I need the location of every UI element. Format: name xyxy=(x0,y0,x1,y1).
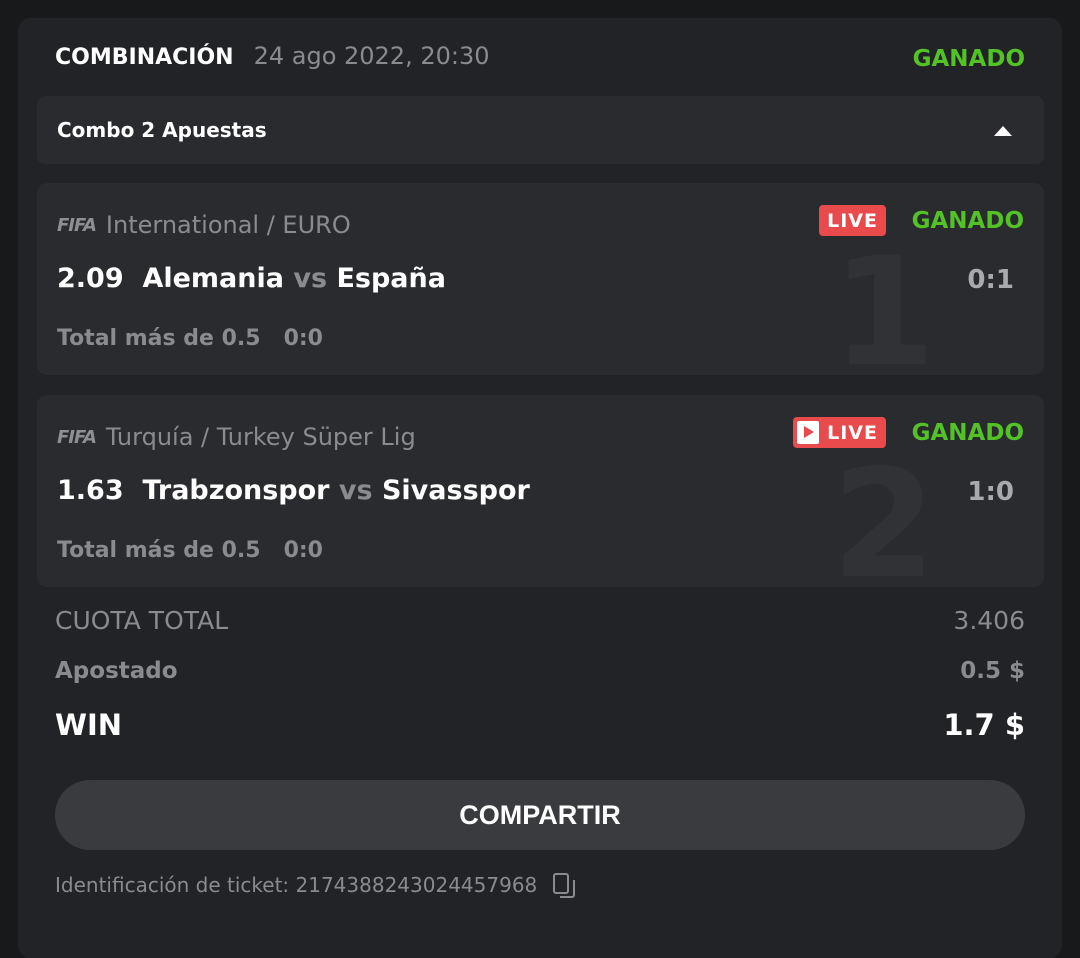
vs-label: vs xyxy=(338,475,373,506)
ticket-header: COMBINACIÓN 24 ago 2022, 20:30 xyxy=(55,42,490,70)
away-team: España xyxy=(336,263,446,294)
stake-row: Apostado 0.5 $ xyxy=(55,658,1025,684)
combo-label: Combo 2 Apuestas xyxy=(57,118,267,142)
market: Total más de 0.5 0:0 xyxy=(57,326,323,351)
play-icon xyxy=(797,421,820,444)
league-name: Turquía / Turkey Süper Lig xyxy=(105,423,416,451)
total-odds-label: CUOTA TOTAL xyxy=(55,606,229,635)
league-row: FIFA Turquía / Turkey Süper Lig xyxy=(57,423,416,451)
ticket-id-text: Identificación de ticket: 21743882430244… xyxy=(55,873,538,897)
bet-item: 1 FIFA International / EURO LIVE GANADO … xyxy=(37,183,1044,375)
odds: 1.63 xyxy=(57,475,124,506)
live-label: LIVE xyxy=(827,209,878,232)
live-stream-badge[interactable]: LIVE xyxy=(793,417,886,448)
bet-date: 24 ago 2022, 20:30 xyxy=(253,42,490,70)
live-label: LIVE xyxy=(827,421,878,444)
match: 2.09 Alemania vs España xyxy=(57,263,446,294)
combo-toggle[interactable]: Combo 2 Apuestas xyxy=(37,96,1044,164)
bet-index: 1 xyxy=(831,251,936,375)
copy-icon[interactable] xyxy=(553,873,576,898)
home-team: Alemania xyxy=(142,263,284,294)
match: 1.63 Trabzonspor vs Sivasspor xyxy=(57,475,530,506)
match-score: 1:0 xyxy=(967,477,1014,507)
market-name: Total más de 0.5 xyxy=(57,538,261,563)
fifa-icon: FIFA xyxy=(57,426,97,448)
market-name: Total más de 0.5 xyxy=(57,326,261,351)
live-badge: LIVE xyxy=(819,205,886,236)
vs-label: vs xyxy=(293,263,328,294)
match-score: 0:1 xyxy=(967,265,1014,295)
win-label: WIN xyxy=(55,708,123,742)
market-score: 0:0 xyxy=(283,538,323,563)
ticket-status: GANADO xyxy=(912,46,1025,72)
win-value: 1.7 $ xyxy=(943,708,1025,742)
market: Total más de 0.5 0:0 xyxy=(57,538,323,563)
fifa-icon: FIFA xyxy=(57,214,97,236)
league-name: International / EURO xyxy=(105,211,351,239)
home-team: Trabzonspor xyxy=(142,475,330,506)
bet-type-title: COMBINACIÓN xyxy=(55,45,234,70)
odds: 2.09 xyxy=(57,263,124,294)
total-odds-value: 3.406 xyxy=(953,606,1025,635)
bet-item: 2 FIFA Turquía / Turkey Süper Lig LIVE G… xyxy=(37,395,1044,587)
league-row: FIFA International / EURO xyxy=(57,211,351,239)
share-button[interactable]: COMPARTIR xyxy=(55,780,1025,850)
bet-status: GANADO xyxy=(911,208,1024,234)
away-team: Sivasspor xyxy=(381,475,530,506)
bet-index: 2 xyxy=(831,463,936,587)
total-odds-row: CUOTA TOTAL 3.406 xyxy=(55,606,1025,635)
bet-ticket-card: COMBINACIÓN 24 ago 2022, 20:30 GANADO Co… xyxy=(18,18,1062,958)
bet-status: GANADO xyxy=(911,420,1024,446)
win-row: WIN 1.7 $ xyxy=(55,708,1025,742)
stake-value: 0.5 $ xyxy=(960,658,1025,684)
ticket-id: Identificación de ticket: 21743882430244… xyxy=(55,873,576,898)
market-score: 0:0 xyxy=(283,326,323,351)
caret-up-icon[interactable] xyxy=(994,126,1012,136)
stake-label: Apostado xyxy=(55,658,178,684)
